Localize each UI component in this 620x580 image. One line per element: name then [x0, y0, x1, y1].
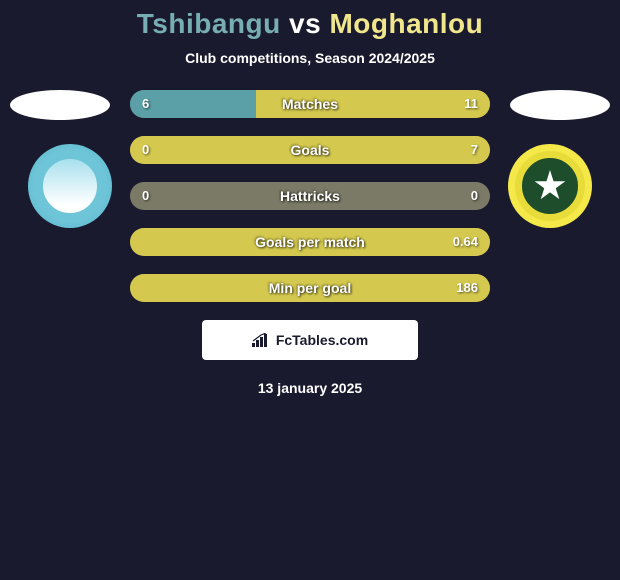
bar-label: Matches: [130, 90, 490, 118]
stat-bar: Goals per match0.64: [130, 228, 490, 256]
bar-value-right: 0.64: [453, 228, 478, 256]
bar-value-right: 7: [471, 136, 478, 164]
bar-label: Hattricks: [130, 182, 490, 210]
bar-value-right: 186: [456, 274, 478, 302]
main-area: Matches611Goals07Hattricks00Goals per ma…: [0, 90, 620, 396]
player2-name: Moghanlou: [329, 8, 483, 39]
team-logo-left-inner: [35, 151, 105, 221]
stat-bar: Hattricks0 0: [130, 182, 490, 210]
team-logo-right-inner: [515, 151, 585, 221]
team-logo-right: [508, 144, 592, 228]
stat-bar: Goals0 7: [130, 136, 490, 164]
stat-bars: Matches611Goals07Hattricks00Goals per ma…: [130, 90, 490, 302]
footer-branding[interactable]: FcTables.com: [202, 320, 418, 360]
team-logo-left: [28, 144, 112, 228]
bar-label: Goals: [130, 136, 490, 164]
stat-bar: Min per goal186: [130, 274, 490, 302]
bar-value-right: 11: [464, 90, 478, 118]
bar-value-left: 0: [142, 182, 149, 210]
footer-site-name: FcTables.com: [276, 332, 368, 348]
team-ellipse-right: [510, 90, 610, 120]
vs-separator: vs: [281, 8, 330, 39]
chart-icon: [252, 333, 270, 347]
bar-value-right: 0: [471, 182, 478, 210]
team-ellipse-left: [10, 90, 110, 120]
bar-label: Goals per match: [130, 228, 490, 256]
stat-bar: Matches6 11: [130, 90, 490, 118]
comparison-card: Tshibangu vs Moghanlou Club competitions…: [0, 0, 620, 396]
bar-value-left: 6: [142, 90, 149, 118]
date-label: 13 january 2025: [10, 380, 610, 396]
player1-name: Tshibangu: [137, 8, 281, 39]
bar-value-left: 0: [142, 136, 149, 164]
subtitle: Club competitions, Season 2024/2025: [0, 50, 620, 66]
page-title: Tshibangu vs Moghanlou: [0, 8, 620, 40]
bar-label: Min per goal: [130, 274, 490, 302]
